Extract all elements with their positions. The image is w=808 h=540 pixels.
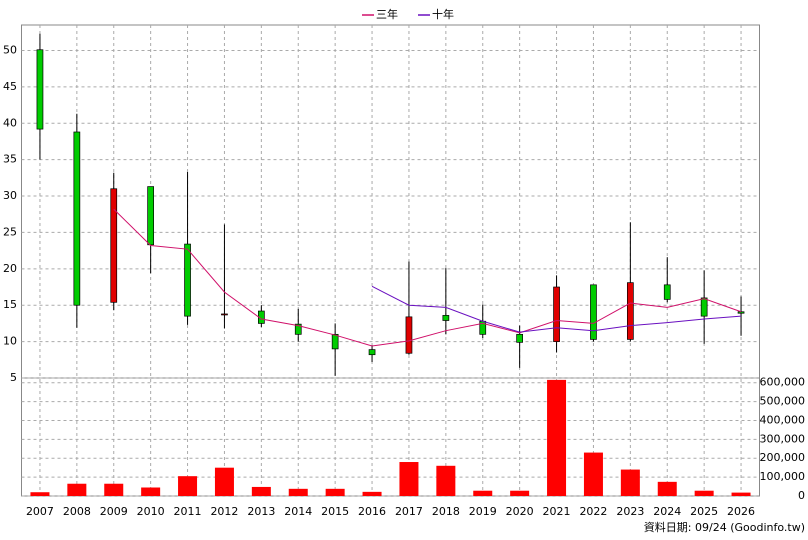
y-tick-label: 15 [3,298,17,311]
x-tick-label: 2008 [63,505,91,518]
x-tick-label: 2007 [26,505,54,518]
volume-bar [30,492,50,496]
candle-body [368,349,376,356]
y2-tick-label: 300,000 [760,432,806,445]
x-tick-label: 2025 [690,505,718,518]
y-tick-label: 35 [3,153,17,166]
y-tick-label: 40 [3,116,17,129]
volume-bar [436,465,456,496]
candle-body [73,131,81,306]
candle-body [36,49,44,130]
volume-bar [141,487,161,496]
candle-body [331,333,339,350]
y-tick-label: 30 [3,189,17,202]
volume-bar [731,492,751,496]
volume-bar [214,467,234,496]
x-tick-label: 2010 [137,505,165,518]
candle-body [442,315,450,321]
candle-body [221,313,228,316]
volume-bar [399,462,419,496]
volume-bar [67,483,87,496]
y2-tick-label: 400,000 [760,413,806,426]
y-tick-label: 5 [10,371,17,384]
candle-body [700,297,708,317]
x-tick-label: 2015 [321,505,349,518]
y2-tick-label: 0 [798,489,805,502]
volume-bar [362,491,382,496]
y2-tick-label: 600,000 [760,376,806,389]
volume-bar [178,476,198,496]
legend-label: 三年 [376,7,398,21]
x-tick-label: 2019 [469,505,497,518]
legend-label: 十年 [432,7,454,21]
x-tick-label: 2014 [284,505,312,518]
volume-bar [510,490,530,496]
x-tick-label: 2016 [358,505,386,518]
x-tick-label: 2013 [247,505,275,518]
candle-body [516,333,524,343]
y2-tick-label: 500,000 [760,395,806,408]
x-tick-label: 2022 [579,505,607,518]
candle-body [147,186,154,246]
plot-frame [21,24,760,497]
x-tick-label: 2018 [432,505,460,518]
x-tick-label: 2020 [506,505,534,518]
candle-body [294,323,302,335]
y-tick-label: 50 [3,43,17,56]
x-tick-label: 2023 [616,505,644,518]
volume-bar [104,483,124,496]
candle-body [184,243,191,317]
y-tick-label: 25 [3,225,17,238]
x-tick-label: 2009 [100,505,128,518]
volume-bar [325,488,345,496]
volume-bar [657,481,677,496]
candle-body [553,286,560,342]
volume-bar [694,490,714,496]
ma-line [371,285,742,333]
source-note: 資料日期: 09/24 (Goodinfo.tw) [644,520,805,534]
x-tick-label: 2017 [395,505,423,518]
y-tick-label: 45 [3,80,17,93]
x-tick-label: 2012 [210,505,238,518]
x-tick-label: 2021 [543,505,571,518]
y2-tick-label: 100,000 [760,470,806,483]
candle-body [110,188,118,303]
x-tick-label: 2024 [653,505,681,518]
candle-body [590,284,597,340]
y-tick-label: 20 [3,262,17,275]
candle-body [626,282,634,340]
y2-tick-label: 200,000 [760,451,806,464]
x-tick-label: 2026 [727,505,755,518]
volume-bar [620,469,640,496]
x-tick-label: 2011 [174,505,202,518]
volume-bar [251,486,271,496]
volume-bar [473,490,493,496]
candle-body [663,284,671,300]
candle-body [737,311,745,314]
volume-bar [288,488,308,496]
volume-bar [583,452,603,496]
y-tick-label: 10 [3,335,17,348]
ma-line [113,208,742,347]
volume-bar [547,379,567,496]
candle-body [405,316,413,354]
